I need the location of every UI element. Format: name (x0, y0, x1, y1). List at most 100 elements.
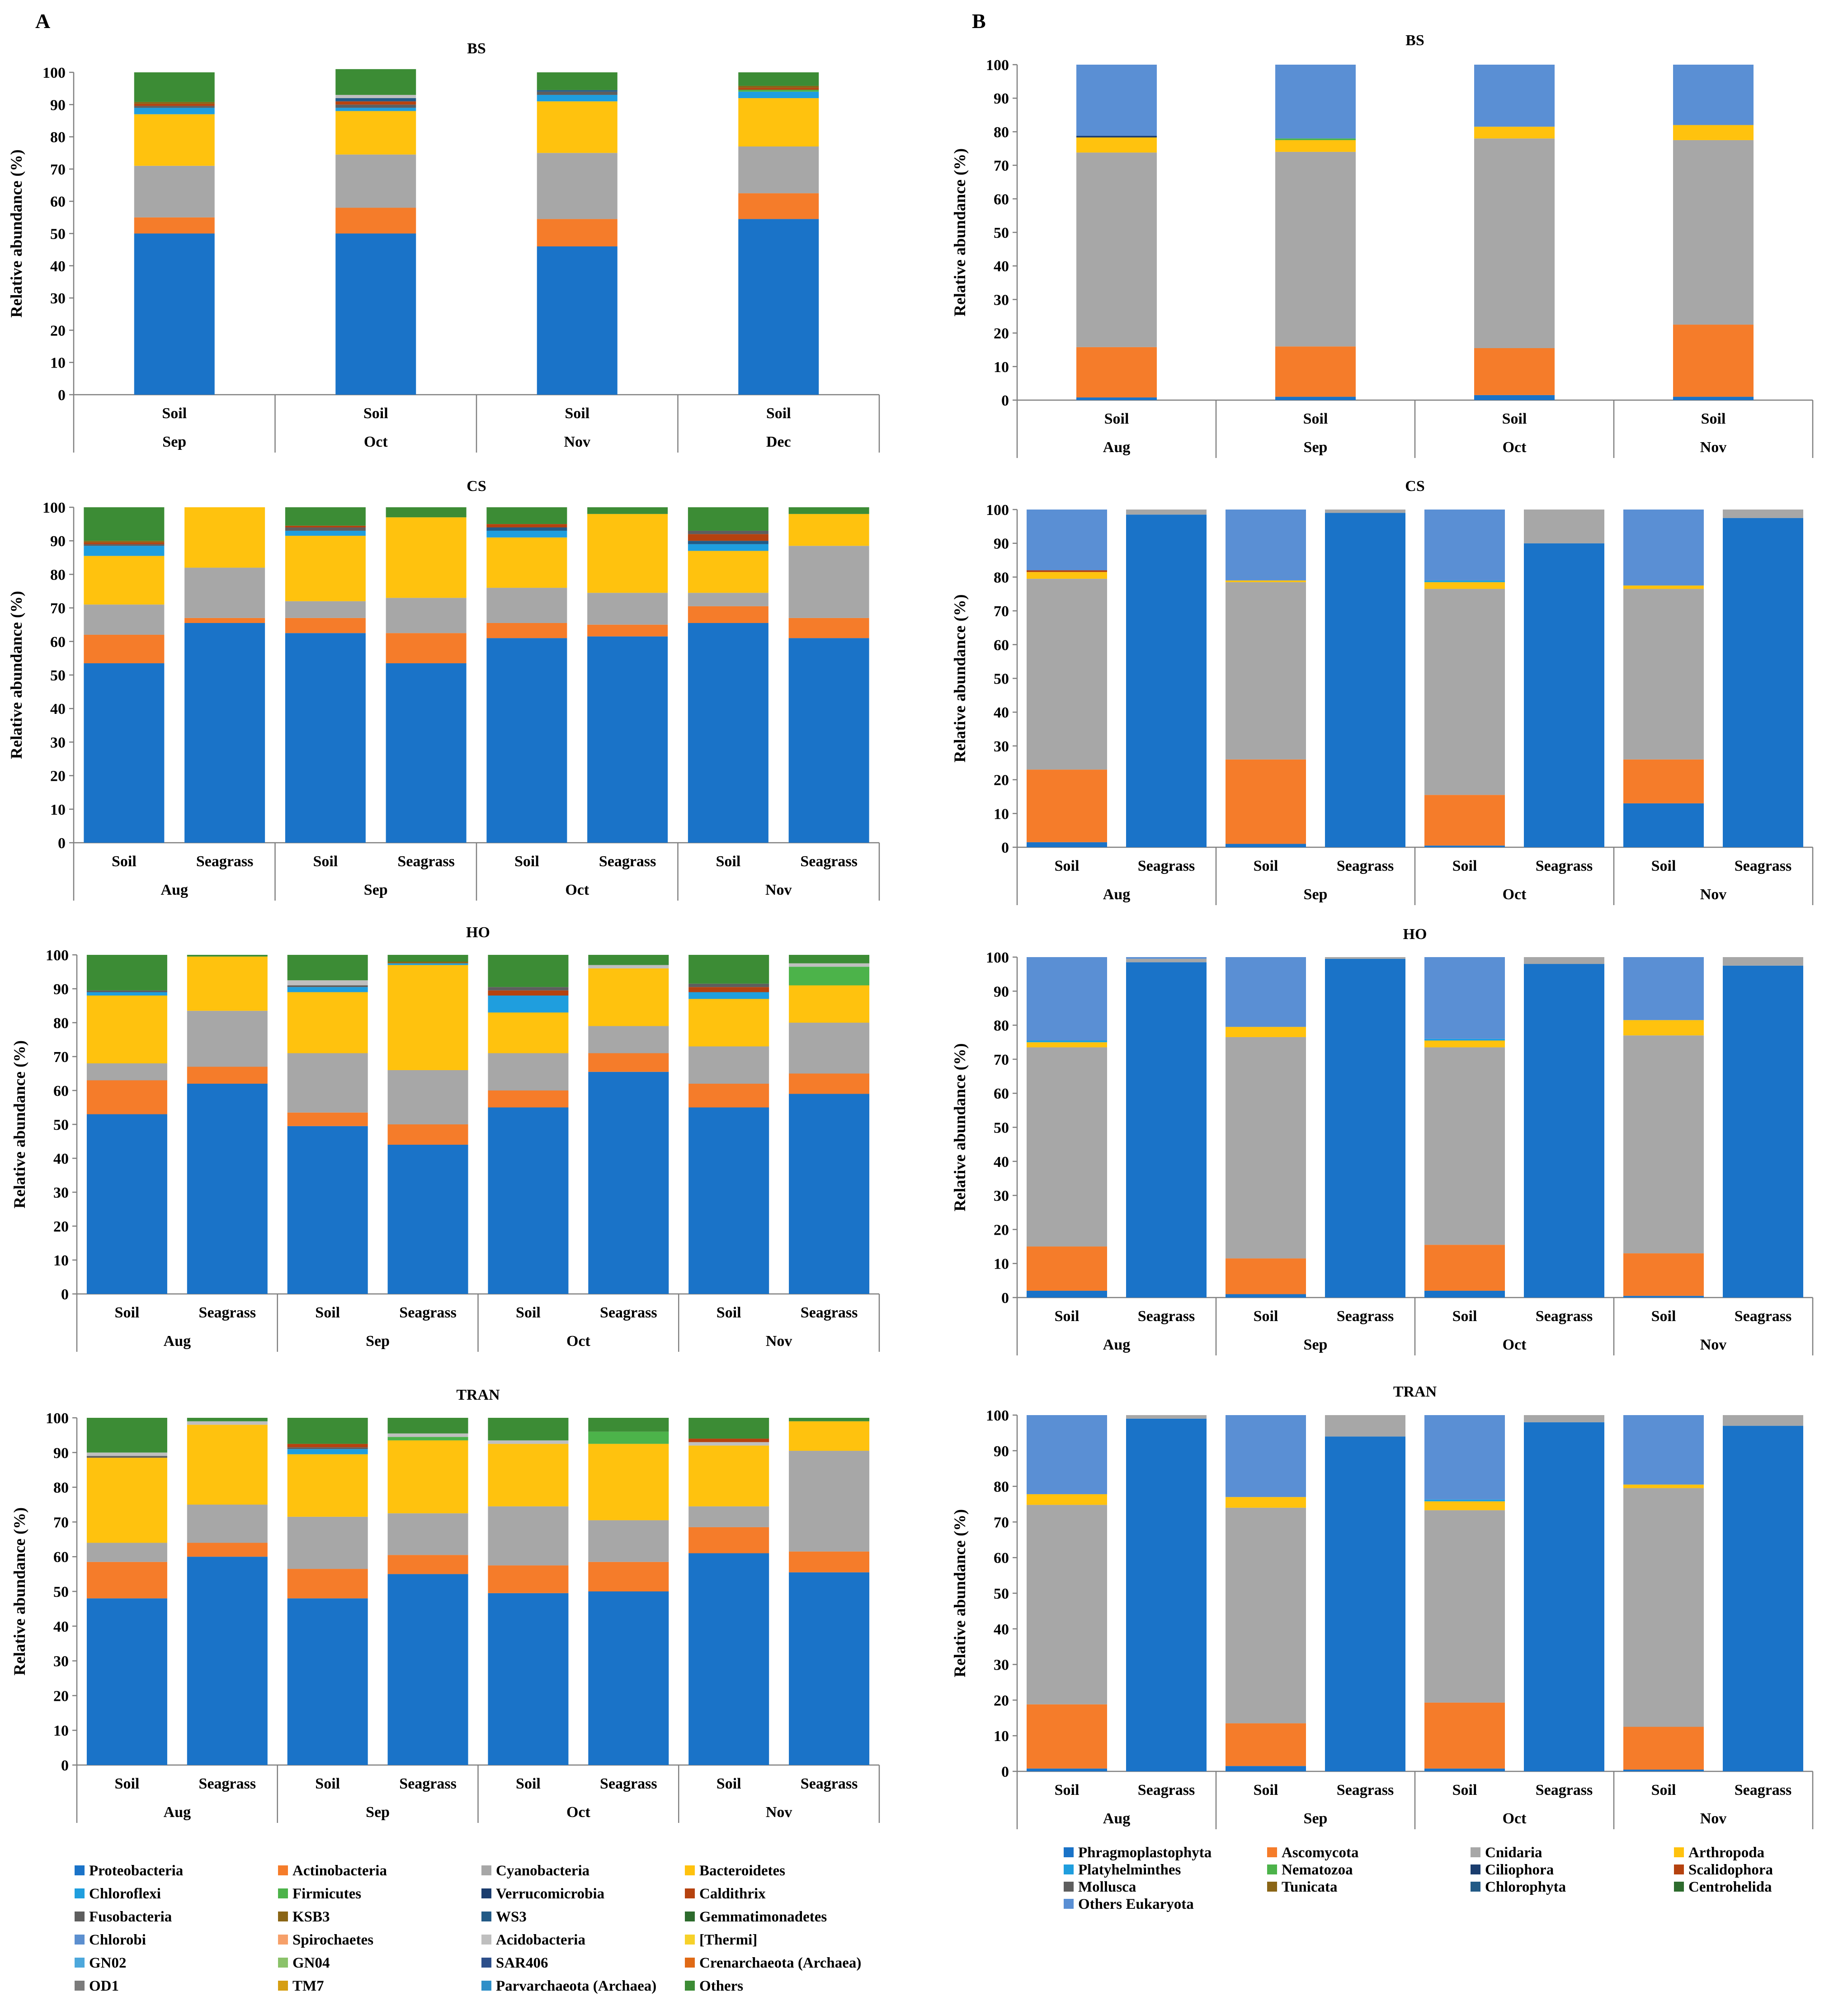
x-group-label: Sep (1304, 1810, 1328, 1827)
bar-segment (285, 618, 366, 633)
legend-item: Crenarchaeota (Archaea) (685, 1955, 861, 1971)
legend-item: Parvarchaeota (Archaea) (481, 1978, 656, 1994)
x-bar-label: Seagrass (801, 1775, 858, 1792)
y-tick-label: 30 (50, 734, 66, 751)
bar-segment (86, 996, 167, 1063)
bar (386, 507, 467, 843)
bar-segment (1325, 513, 1405, 847)
bar-segment (1623, 1727, 1704, 1770)
legend-item: Others Eukaryota (1064, 1896, 1194, 1912)
legend-swatch (1471, 1864, 1480, 1874)
y-tick-label: 90 (50, 97, 66, 113)
bar-segment (285, 507, 366, 526)
bar-segment (285, 525, 366, 528)
x-group-label: Nov (765, 882, 792, 898)
bar-segment (287, 1053, 368, 1113)
y-tick-label: 90 (50, 533, 66, 550)
bar-segment (488, 1090, 569, 1108)
bar-segment (287, 992, 368, 1053)
bar-segment (1027, 1290, 1107, 1298)
legend-swatch (1674, 1882, 1684, 1892)
legend-label: Tunicata (1282, 1879, 1338, 1895)
bar-segment (738, 85, 819, 88)
x-group-label: Nov (564, 434, 590, 450)
legend-swatch (1064, 1899, 1074, 1909)
bar-segment (537, 153, 618, 219)
x-bar-label: Seagrass (1536, 1308, 1593, 1325)
bar (387, 1418, 468, 1765)
x-bar-label: Soil (1651, 858, 1676, 874)
bar-segment (688, 992, 769, 999)
chart-a-cs: CS 0 10 20 30 40 50 60 70 80 90 100 Relative abundan… (7, 478, 880, 901)
bar-segment (1076, 136, 1157, 138)
bar-segment (1275, 140, 1356, 152)
legend-item: Others (685, 1978, 743, 1994)
x-group-label: Oct (566, 1804, 591, 1821)
x-bar-label: Soil (716, 853, 740, 870)
bar-segment (134, 72, 215, 102)
y-axis-label: Relative abundance (%) (951, 148, 969, 316)
x-bar-label: Soil (516, 1775, 541, 1792)
bar-segment (287, 1454, 368, 1517)
bar-segment (1076, 397, 1157, 400)
bar-segment (134, 106, 215, 108)
y-axis-label: Relative abundance (%) (10, 1507, 28, 1676)
x-bar-label: Seagrass (800, 853, 858, 870)
x-bar-label: Seagrass (599, 853, 656, 870)
legend-swatch (1267, 1864, 1277, 1874)
bar-segment (1474, 348, 1555, 395)
bar-segment (738, 98, 819, 146)
bar-segment (86, 1452, 167, 1456)
legend-item: GN04 (278, 1955, 330, 1971)
chart-title: BS (467, 40, 486, 57)
legend-item: Actinobacteria (278, 1863, 387, 1879)
x-group-label: Oct (1503, 886, 1527, 903)
bar-segment (86, 1080, 167, 1114)
x-bar-label: Soil (1055, 1782, 1080, 1798)
bar-segment (588, 965, 669, 968)
y-tick-label: 90 (994, 983, 1009, 1000)
bar-segment (789, 1450, 870, 1552)
legend-label: Cnidaria (1485, 1845, 1542, 1861)
bar (1474, 65, 1555, 400)
legend-label: Acidobacteria (496, 1932, 585, 1948)
y-tick-label: 100 (986, 57, 1009, 74)
bar-segment (1723, 518, 1803, 847)
legend-item: Centrohelida (1674, 1879, 1772, 1895)
bar-segment (1424, 1245, 1505, 1291)
y-tick-label: 40 (994, 258, 1009, 275)
y-tick-label: 70 (994, 1052, 1009, 1068)
bar-segment (84, 634, 165, 664)
bar-segment (1424, 1047, 1505, 1245)
legend-item: Cnidaria (1471, 1845, 1542, 1861)
y-tick-label: 90 (53, 1445, 69, 1462)
bar (688, 507, 768, 843)
bar-segment (1076, 347, 1157, 398)
legend-label: Nematozoa (1282, 1862, 1353, 1878)
x-bar-label: Seagrass (1735, 1782, 1792, 1798)
y-tick-label: 20 (50, 322, 66, 339)
y-tick-label: 100 (42, 500, 66, 516)
bar-segment (1027, 570, 1107, 572)
y-tick-label: 40 (994, 1621, 1009, 1638)
bar-segment (1623, 1488, 1704, 1727)
bar-segment (1226, 1037, 1306, 1259)
bar-segment (187, 956, 268, 1011)
bar (587, 507, 668, 843)
bar-segment (1325, 1415, 1405, 1437)
bar-segment (285, 601, 366, 618)
bar-segment (287, 1126, 368, 1294)
bar (1027, 1415, 1107, 1771)
bar-segment (1424, 1415, 1505, 1500)
bar (187, 955, 268, 1294)
legend-label: OD1 (89, 1978, 119, 1994)
bar-segment (387, 1440, 468, 1514)
bar-segment (287, 985, 368, 987)
chart-b-tran: TRAN 0 10 20 30 40 50 60 70 80 90 100 Relative abund… (951, 1383, 1814, 1829)
bar-segment (1226, 844, 1306, 847)
bar-segment (789, 963, 870, 967)
bar-segment (1126, 1415, 1207, 1419)
legend-swatch (685, 1888, 695, 1898)
bar-segment (1474, 65, 1555, 127)
